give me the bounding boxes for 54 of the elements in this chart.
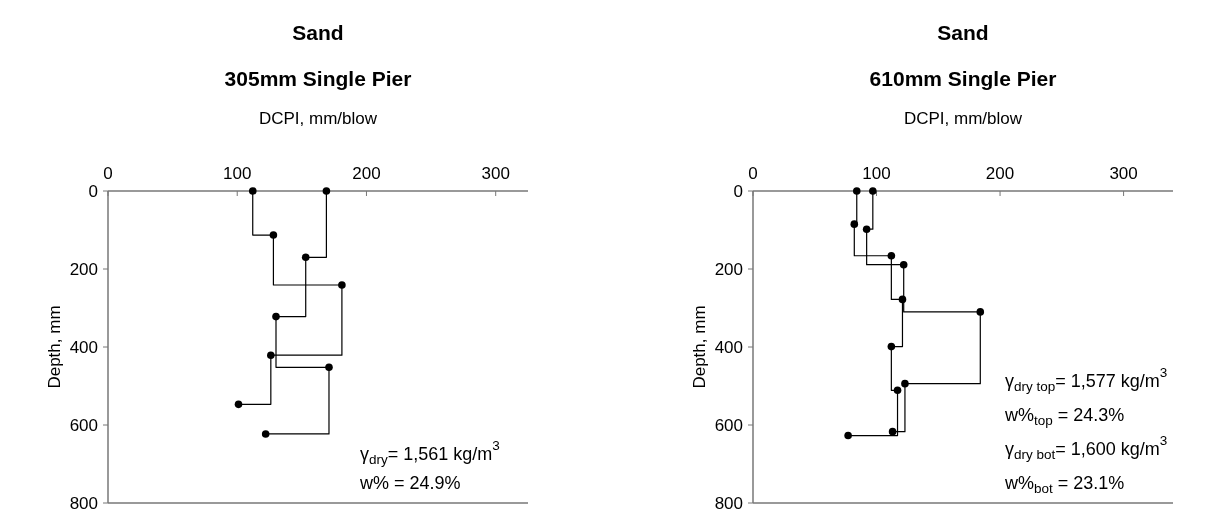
point (869, 187, 877, 195)
point (899, 260, 908, 269)
x-tick-label: 100 (223, 164, 252, 183)
point (852, 187, 861, 195)
x-tick-label: 300 (481, 164, 510, 183)
point (267, 351, 275, 359)
y-tick-label: 600 (69, 416, 98, 435)
y-tick-label: 0 (733, 182, 743, 201)
point (893, 386, 902, 395)
annotation: w% = 24.9% (359, 473, 461, 493)
chart-title: Sand (937, 21, 989, 44)
point (888, 427, 897, 436)
point (234, 400, 243, 409)
point (338, 281, 346, 289)
point (901, 379, 909, 388)
chart-title: Sand (292, 21, 344, 44)
x-tick-label: 200 (352, 164, 381, 183)
point (248, 187, 257, 195)
x-axis-title: DCPI, mm/blow (903, 109, 1023, 128)
annotation: γ$_{dry top}$= 1,577 kg/m$^{3}$ (1005, 365, 1168, 395)
annotation: w%$_{top}$ = 24.3% (1004, 405, 1125, 429)
point (322, 187, 331, 195)
point (887, 251, 896, 260)
y-axis-title: Depth, mm (690, 305, 709, 389)
point (850, 220, 859, 228)
y-tick-label: 600 (714, 416, 743, 435)
chart-subtitle: 610mm Single Pier (869, 67, 1057, 90)
point (301, 253, 310, 262)
y-tick-label: 800 (714, 494, 743, 512)
x-axis-title: DCPI, mm/blow (258, 109, 378, 128)
point (887, 342, 896, 351)
y-axis-title: Depth, mm (45, 305, 64, 389)
y-tick-label: 400 (714, 338, 743, 357)
x-tick-label: 300 (1109, 164, 1138, 183)
y-tick-label: 800 (69, 494, 98, 512)
point (272, 312, 280, 321)
x-tick-label: 200 (985, 164, 1015, 183)
annotation: γ$_{dry bot}$= 1,600 kg/m$^{3}$ (1005, 433, 1168, 463)
annotation: w%$_{bot}$ = 23.1% (1004, 473, 1125, 497)
x-tick-label: 0 (748, 164, 758, 183)
point (269, 231, 278, 239)
chart-subtitle: 305mm Single Pier (224, 67, 412, 90)
y-tick-label: 0 (88, 182, 98, 201)
y-tick-label: 200 (714, 260, 743, 279)
point (862, 225, 871, 234)
annotation: γ$_{dry}$= 1,561 kg/m$^{3}$ (360, 438, 500, 468)
x-tick-label: 100 (862, 164, 891, 183)
x-tick-label: 0 (103, 164, 113, 183)
point (325, 363, 333, 372)
y-tick-label: 200 (69, 260, 98, 279)
point (261, 430, 270, 438)
y-tick-label: 400 (69, 338, 98, 357)
point (844, 431, 852, 440)
point (976, 308, 985, 316)
